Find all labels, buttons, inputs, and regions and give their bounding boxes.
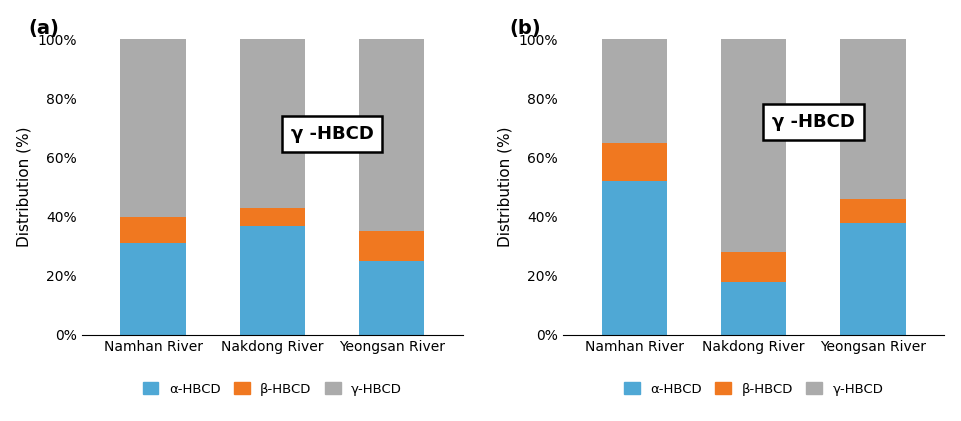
Y-axis label: Distribution (%): Distribution (%)	[498, 127, 513, 248]
Text: (a): (a)	[28, 19, 59, 37]
Legend: α-HBCD, β-HBCD, γ-HBCD: α-HBCD, β-HBCD, γ-HBCD	[137, 377, 407, 401]
Text: (b): (b)	[509, 19, 541, 37]
Bar	[602, 181, 667, 335]
Bar	[721, 39, 786, 252]
Bar	[120, 39, 185, 217]
Bar	[358, 232, 425, 261]
Bar	[239, 39, 306, 208]
Bar	[721, 252, 786, 282]
Bar	[358, 261, 425, 335]
Bar	[602, 143, 667, 181]
Bar	[239, 208, 306, 226]
Bar	[721, 282, 786, 335]
Bar	[239, 226, 306, 335]
Legend: α-HBCD, β-HBCD, γ-HBCD: α-HBCD, β-HBCD, γ-HBCD	[619, 377, 889, 401]
Text: γ -HBCD: γ -HBCD	[290, 125, 374, 143]
Bar	[840, 223, 905, 335]
Bar	[840, 199, 905, 223]
Text: γ -HBCD: γ -HBCD	[772, 113, 854, 131]
Y-axis label: Distribution (%): Distribution (%)	[16, 127, 32, 248]
Bar	[840, 39, 905, 199]
Bar	[602, 39, 667, 143]
Bar	[120, 243, 185, 335]
Bar	[120, 217, 185, 243]
Bar	[358, 39, 425, 232]
